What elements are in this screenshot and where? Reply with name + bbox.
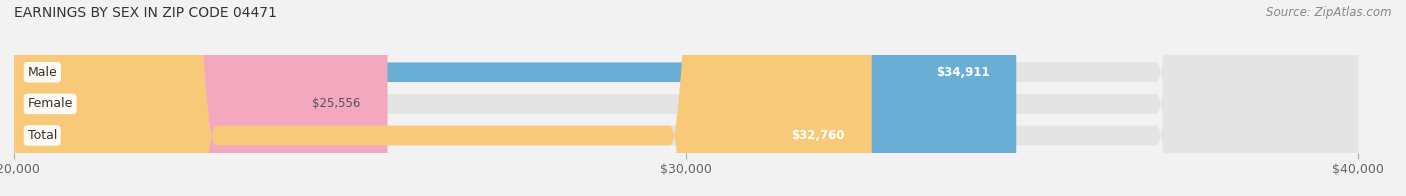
FancyBboxPatch shape [14, 0, 1358, 196]
Text: Male: Male [28, 66, 58, 79]
Text: $32,760: $32,760 [792, 129, 845, 142]
FancyBboxPatch shape [14, 0, 872, 196]
Text: EARNINGS BY SEX IN ZIP CODE 04471: EARNINGS BY SEX IN ZIP CODE 04471 [14, 6, 277, 20]
FancyBboxPatch shape [14, 0, 1017, 196]
Text: $34,911: $34,911 [936, 66, 990, 79]
Text: Source: ZipAtlas.com: Source: ZipAtlas.com [1267, 6, 1392, 19]
Text: Total: Total [28, 129, 56, 142]
FancyBboxPatch shape [14, 0, 388, 196]
FancyBboxPatch shape [14, 0, 1358, 196]
Text: Female: Female [28, 97, 73, 110]
Text: $25,556: $25,556 [312, 97, 360, 110]
FancyBboxPatch shape [14, 0, 1358, 196]
